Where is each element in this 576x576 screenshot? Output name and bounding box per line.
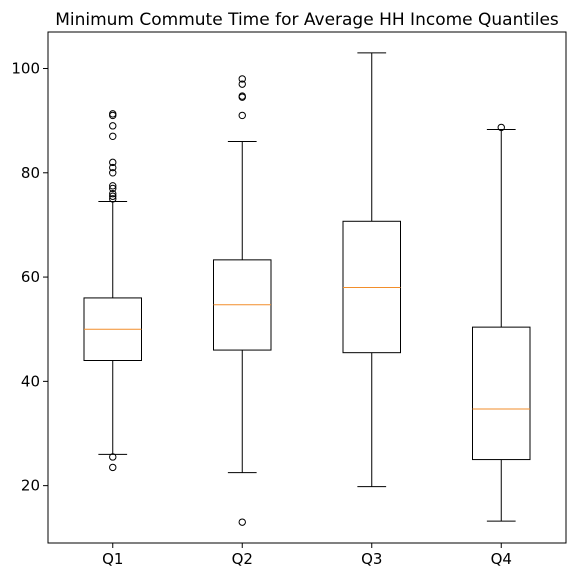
x-tick-label: Q1 (102, 550, 123, 568)
y-tick-label: 40 (21, 372, 40, 390)
outlier-point (109, 182, 117, 190)
outlier-point (238, 92, 246, 100)
outlier-point (109, 158, 117, 167)
iqr-box (342, 220, 401, 354)
y-tick-label: 20 (21, 477, 40, 495)
outlier-point (109, 192, 117, 200)
y-tick-label: 100 (11, 60, 40, 78)
boxes-layer (83, 52, 531, 526)
outlier-point (109, 453, 117, 461)
box-group-q3 (342, 52, 401, 488)
outlier-point (109, 169, 117, 177)
x-tick-label: Q2 (232, 550, 253, 568)
outlier-point (109, 110, 117, 118)
x-tick-label: Q3 (361, 550, 382, 568)
iqr-box (472, 326, 531, 461)
outlier-point (497, 123, 505, 132)
outlier-point (238, 80, 246, 88)
outlier-point (109, 195, 117, 203)
outlier-point (109, 184, 117, 193)
outlier-point (109, 463, 117, 472)
box-group-q4 (472, 123, 531, 522)
plot-area-frame (47, 31, 567, 544)
outlier-point (238, 518, 246, 526)
outlier-point (238, 75, 246, 83)
outlier-point (109, 132, 117, 140)
y-tick-label: 60 (21, 268, 40, 286)
outlier-point (109, 122, 117, 130)
chart-title: Minimum Commute Time for Average HH Inco… (55, 10, 559, 30)
box-group-q2 (213, 75, 272, 526)
outlier-point (109, 189, 117, 198)
outlier-point (238, 111, 246, 120)
y-axis: 20 40 60 80 100 (11, 60, 48, 495)
y-tick-label: 80 (21, 164, 40, 182)
x-tick-label: Q4 (491, 550, 512, 568)
x-axis: Q1 Q2 Q3 Q4 (102, 543, 512, 568)
outlier-point (109, 163, 117, 172)
box-group-q1 (83, 110, 142, 472)
